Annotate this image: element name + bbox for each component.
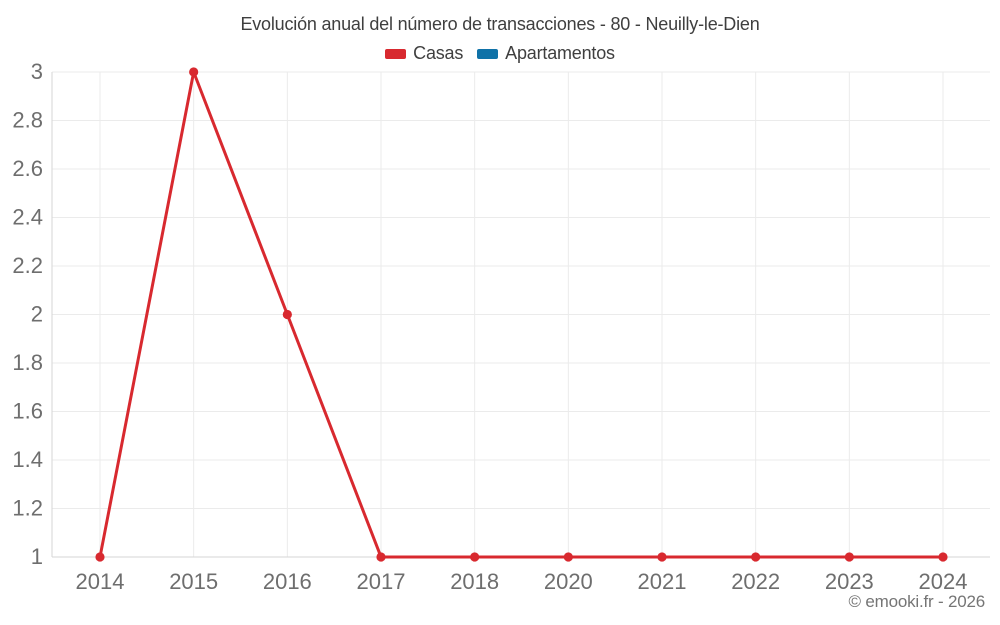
data-point <box>95 552 105 562</box>
x-tick-label: 2023 <box>825 569 874 594</box>
y-tick-label: 2.2 <box>12 253 43 278</box>
data-point <box>376 552 386 562</box>
chart-legend: Casas Apartamentos <box>0 43 1000 64</box>
chart-title: Evolución anual del número de transaccio… <box>240 14 760 34</box>
data-point <box>657 552 667 562</box>
y-tick-label: 3 <box>31 59 43 84</box>
series-line <box>98 70 945 559</box>
data-point <box>563 552 573 562</box>
series-casas <box>95 67 948 562</box>
y-tick-label: 2.4 <box>12 205 43 230</box>
tick-labels: 2014 2015 2016 2017 2018 2020 2021 2022 2023 2024… <box>12 59 967 594</box>
x-tick-label: 2017 <box>357 569 406 594</box>
data-point <box>470 552 480 562</box>
x-tick-label: 2022 <box>731 569 780 594</box>
y-tick-label: 1.4 <box>12 447 43 472</box>
legend-label: Apartamentos <box>505 43 615 63</box>
data-point <box>938 552 948 562</box>
data-point <box>844 552 854 562</box>
x-tick-label: 2015 <box>169 569 218 594</box>
y-tick-label: 2.8 <box>12 108 43 133</box>
y-tick-label: 2 <box>31 302 43 327</box>
y-tick-label: 1.2 <box>12 496 43 521</box>
data-point <box>751 552 761 562</box>
y-tick-label: 1.6 <box>12 399 43 424</box>
x-tick-label: 2014 <box>76 569 125 594</box>
y-tick-label: 2.6 <box>12 156 43 181</box>
legend-swatch-icon <box>477 48 499 59</box>
y-tick-label: 1 <box>31 544 43 569</box>
data-point <box>282 309 292 320</box>
legend-swatch-icon <box>385 48 407 59</box>
y-tick-label: 1.8 <box>12 350 43 375</box>
series-lines <box>95 67 948 562</box>
x-tick-label: 2021 <box>638 569 687 594</box>
legend-item-casas[interactable]: Casas <box>385 43 463 64</box>
x-tick-label: 2020 <box>544 569 593 594</box>
data-point <box>189 67 199 77</box>
legend-item-apartamentos[interactable]: Apartamentos <box>477 43 615 64</box>
x-tick-label: 2024 <box>919 569 968 594</box>
x-tick-label: 2018 <box>450 569 499 594</box>
x-tick-label: 2016 <box>263 569 312 594</box>
copyright-footer: © emooki.fr - 2026 <box>848 592 986 611</box>
legend-label: Casas <box>413 43 464 63</box>
